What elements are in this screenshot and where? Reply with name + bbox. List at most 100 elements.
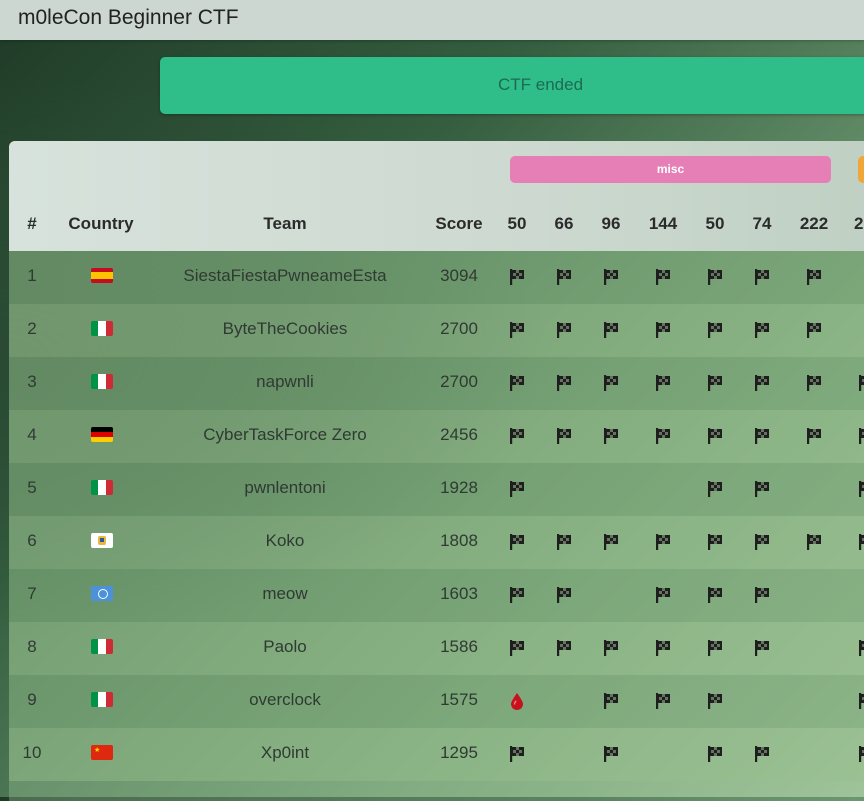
score-cell: 2700: [440, 372, 478, 391]
rank-cell: 9: [27, 690, 37, 709]
rank-cell: 6: [27, 531, 37, 550]
solved-flag-icon: [703, 530, 727, 554]
solved-flag-icon: [854, 477, 864, 501]
solved-flag-icon: [750, 477, 774, 501]
rank-cell: 5: [27, 478, 37, 497]
header-country: Country: [68, 214, 134, 233]
solved-flag-icon: [552, 636, 576, 660]
solved-flag-icon: [750, 583, 774, 607]
table-row[interactable]: 7 meow 1603: [9, 569, 864, 622]
table-row[interactable]: 6 Koko 1808: [9, 516, 864, 569]
solved-flag-icon: [505, 636, 529, 660]
table-row[interactable]: 4 CyberTaskForce Zero 2456: [9, 410, 864, 463]
solved-flag-icon: [703, 424, 727, 448]
solved-flag-icon: [703, 318, 727, 342]
solved-flag-icon: [703, 636, 727, 660]
solved-flag-icon: [802, 265, 826, 289]
solved-flag-icon: [854, 689, 864, 713]
header-challenge-points[interactable]: 66: [554, 214, 574, 233]
first-blood-icon: [505, 689, 529, 713]
header-challenge-points[interactable]: 144: [648, 214, 678, 233]
team-name-link[interactable]: overclock: [249, 690, 321, 709]
solved-flag-icon: [854, 424, 864, 448]
country-flag-icon: [91, 427, 113, 442]
solved-flag-icon: [505, 742, 529, 766]
solved-flag-icon: [750, 424, 774, 448]
solved-flag-icon: [505, 424, 529, 448]
country-flag-icon: [91, 480, 113, 495]
solved-flag-icon: [599, 742, 623, 766]
team-name-link[interactable]: meow: [262, 584, 308, 603]
solved-flag-icon: [703, 265, 727, 289]
table-row[interactable]: 2 ByteTheCookies 2700: [9, 304, 864, 357]
score-cell: 1575: [440, 690, 478, 709]
solved-flag-icon: [651, 583, 675, 607]
header-challenge-points[interactable]: 50: [705, 214, 725, 233]
solved-flag-icon: [552, 530, 576, 554]
team-name-link[interactable]: ByteTheCookies: [222, 319, 348, 338]
table-row[interactable]: 1 SiestaFiestaPwneameEsta 3094: [9, 251, 864, 304]
rank-cell: 7: [27, 584, 37, 603]
header-challenge-points[interactable]: 74: [752, 214, 772, 233]
solved-flag-icon: [599, 530, 623, 554]
solved-flag-icon: [505, 477, 529, 501]
solved-flag-icon: [802, 530, 826, 554]
rank-cell: 4: [27, 425, 37, 444]
solved-flag-icon: [750, 265, 774, 289]
solved-flag-icon: [802, 318, 826, 342]
solved-flag-icon: [599, 371, 623, 395]
table-row[interactable]: 3 napwnli 2700: [9, 357, 864, 410]
solved-flag-icon: [552, 265, 576, 289]
team-name-link[interactable]: CyberTaskForce Zero: [203, 425, 367, 444]
score-cell: 1295: [440, 743, 478, 762]
rank-cell: 2: [27, 319, 37, 338]
country-flag-icon: [91, 639, 113, 654]
app-title[interactable]: m0leCon Beginner CTF: [18, 6, 239, 29]
table-row[interactable]: 5 pwnlentoni 1928: [9, 463, 864, 516]
solved-flag-icon: [802, 371, 826, 395]
table-row[interactable]: 10 ★ Xp0int 1295: [9, 728, 864, 781]
header-challenge-points[interactable]: 2: [854, 214, 864, 233]
solved-flag-icon: [651, 371, 675, 395]
solved-flag-icon: [651, 689, 675, 713]
country-flag-icon: [91, 692, 113, 707]
country-flag-icon: [91, 586, 113, 601]
header-challenge-points[interactable]: 96: [601, 214, 621, 233]
table-row[interactable]: 9 overclock 1575: [9, 675, 864, 728]
app-header: m0leCon Beginner CTF: [0, 0, 864, 40]
solved-flag-icon: [854, 371, 864, 395]
team-name-link[interactable]: SiestaFiestaPwneameEsta: [183, 266, 387, 285]
solved-flag-icon: [750, 530, 774, 554]
scoreboard-header: misc # Country Team Score 50 66 96 144 5…: [9, 141, 864, 251]
scoreboard: misc # Country Team Score 50 66 96 144 5…: [9, 141, 864, 801]
solved-flag-icon: [854, 636, 864, 660]
solved-flag-icon: [703, 742, 727, 766]
score-cell: 1586: [440, 637, 478, 656]
score-cell: 1603: [440, 584, 478, 603]
country-flag-icon: [91, 374, 113, 389]
header-challenge-points[interactable]: 222: [799, 214, 829, 233]
category-next[interactable]: [858, 156, 864, 183]
solved-flag-icon: [599, 318, 623, 342]
solved-flag-icon: [599, 265, 623, 289]
header-challenge-points[interactable]: 50: [507, 214, 527, 233]
team-name-link[interactable]: Koko: [265, 531, 305, 550]
solved-flag-icon: [854, 530, 864, 554]
country-flag-icon: [91, 268, 113, 283]
score-cell: 1808: [440, 531, 478, 550]
solved-flag-icon: [552, 318, 576, 342]
table-row[interactable]: 8 Paolo 1586: [9, 622, 864, 675]
score-cell: 1928: [440, 478, 478, 497]
rank-cell: 10: [22, 743, 42, 762]
category-misc[interactable]: misc: [510, 156, 831, 183]
country-flag-icon: ★: [91, 745, 113, 760]
solved-flag-icon: [505, 371, 529, 395]
team-name-link[interactable]: pwnlentoni: [244, 478, 326, 497]
team-name-link[interactable]: napwnli: [256, 372, 314, 391]
solved-flag-icon: [599, 424, 623, 448]
team-name-link[interactable]: Paolo: [263, 637, 307, 656]
header-score: Score: [435, 214, 483, 233]
solved-flag-icon: [750, 742, 774, 766]
team-name-link[interactable]: Xp0int: [260, 743, 310, 762]
country-flag-icon: [91, 321, 113, 336]
